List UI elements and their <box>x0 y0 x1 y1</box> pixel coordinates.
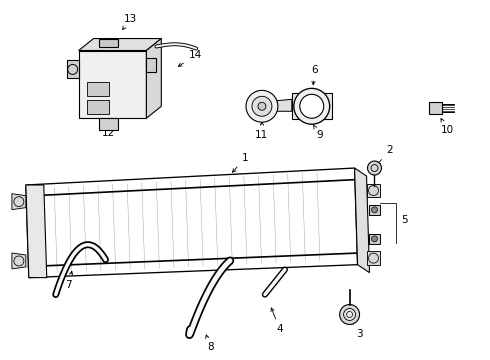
Bar <box>87 82 108 96</box>
Circle shape <box>343 309 356 320</box>
Polygon shape <box>12 253 26 269</box>
Polygon shape <box>292 93 332 119</box>
Polygon shape <box>67 60 78 78</box>
Text: 9: 9 <box>314 125 323 140</box>
Polygon shape <box>367 184 380 198</box>
Polygon shape <box>429 102 442 114</box>
Circle shape <box>252 96 272 116</box>
Text: 4: 4 <box>271 308 283 334</box>
Text: 8: 8 <box>206 335 214 352</box>
Polygon shape <box>355 168 369 273</box>
Polygon shape <box>26 185 47 278</box>
Text: 14: 14 <box>178 50 202 66</box>
Polygon shape <box>367 251 380 265</box>
Bar <box>368 234 380 244</box>
Polygon shape <box>12 194 26 210</box>
Polygon shape <box>78 50 147 118</box>
Circle shape <box>258 102 266 110</box>
Polygon shape <box>147 39 161 118</box>
Text: 5: 5 <box>401 215 408 225</box>
Bar <box>87 100 108 114</box>
Text: 11: 11 <box>255 122 269 140</box>
Circle shape <box>371 236 377 242</box>
Text: 2: 2 <box>377 145 393 165</box>
Circle shape <box>340 305 360 324</box>
Polygon shape <box>98 118 119 130</box>
Text: 13: 13 <box>122 14 137 30</box>
Text: 7: 7 <box>65 271 73 289</box>
Polygon shape <box>78 39 161 50</box>
Polygon shape <box>147 58 156 72</box>
Bar <box>368 205 380 215</box>
Text: 1: 1 <box>233 153 248 172</box>
Circle shape <box>246 90 278 122</box>
Circle shape <box>294 88 330 124</box>
Circle shape <box>300 94 324 118</box>
Text: 12: 12 <box>102 123 115 138</box>
Polygon shape <box>270 99 292 111</box>
Text: 3: 3 <box>351 321 363 339</box>
Polygon shape <box>98 39 119 46</box>
Text: 6: 6 <box>312 66 318 85</box>
Text: 10: 10 <box>441 118 454 135</box>
Circle shape <box>371 207 377 213</box>
Circle shape <box>368 161 382 175</box>
